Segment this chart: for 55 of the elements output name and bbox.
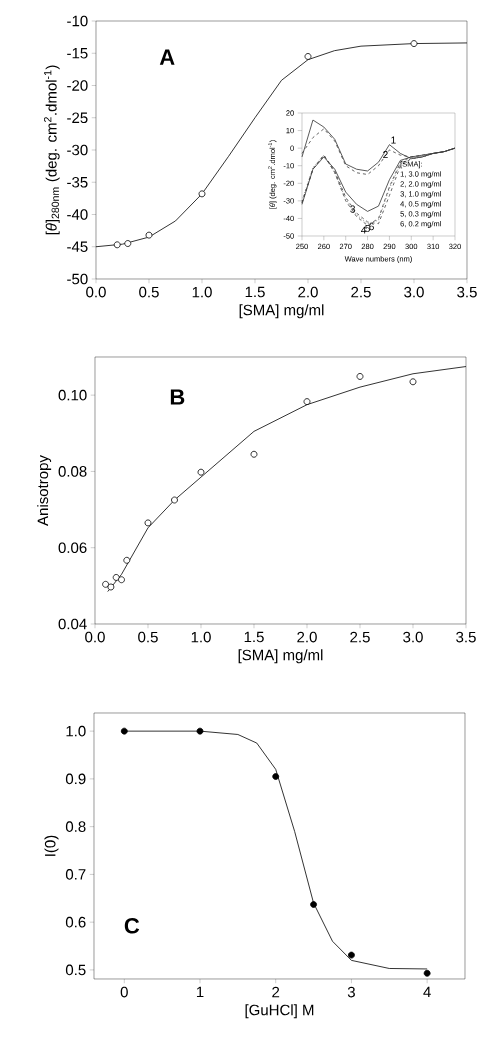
x-tick-label: 1.0 — [192, 286, 212, 298]
x-axis-title: [SMA] mg/ml — [238, 649, 323, 664]
x-tick-label: 2 — [272, 986, 280, 998]
x-tick-label: 0.0 — [86, 286, 106, 298]
annotation: B — [170, 389, 185, 405]
series-label: 3 — [350, 205, 355, 213]
y-tick-label: 0.04 — [58, 618, 87, 630]
y-tick-label: 1.0 — [66, 725, 86, 737]
y-tick-label: 0.06 — [58, 542, 87, 554]
series-label: 1 — [391, 136, 396, 144]
x-tick-label: 2.5 — [350, 631, 370, 643]
y-tick-label: -20 — [67, 80, 88, 91]
y-tick-label: -30 — [67, 144, 88, 156]
y-tick-label: -15 — [67, 48, 88, 59]
x-tick-label: 1 — [196, 986, 204, 998]
y-tick-label: 0.7 — [65, 869, 86, 880]
x-axis-title: [SMA] mg/ml — [239, 304, 324, 319]
x-tick-label: 2.5 — [351, 286, 371, 298]
y-tick-label: -35 — [67, 176, 88, 188]
y-tick-label: 0.08 — [58, 466, 87, 477]
x-tick-label: 0.0 — [85, 631, 105, 643]
y-tick-label: -45 — [67, 241, 88, 252]
y-tick-label: 0.8 — [65, 821, 86, 832]
y-tick-label: 0.10 — [58, 389, 87, 401]
series-label: 6 — [369, 223, 374, 231]
x-tick-label: 0 — [120, 986, 128, 998]
x-tick-label: 4 — [423, 986, 431, 998]
y-tick-label: -40 — [67, 209, 88, 220]
x-tick-label: 1.0 — [191, 631, 211, 643]
x-tick-label: 1.5 — [245, 286, 265, 298]
x-tick-label: 3.0 — [404, 286, 424, 298]
series-label: 2 — [383, 151, 388, 159]
y-tick-label: 0.5 — [65, 964, 86, 976]
y-axis-title: I(0) — [44, 835, 59, 856]
x-tick-label: 3 — [347, 986, 355, 998]
x-tick-label: 3.0 — [403, 631, 423, 643]
x-tick-label: 0.5 — [138, 631, 158, 643]
annotation: A — [159, 49, 175, 65]
annotation: C — [124, 917, 140, 934]
x-tick-label: 2.0 — [298, 286, 318, 298]
x-tick-label: 3.5 — [456, 631, 476, 643]
series-label: 5 — [365, 224, 370, 232]
y-tick-label: -25 — [67, 112, 88, 124]
x-tick-label: 3.5 — [457, 286, 477, 298]
x-axis-title: [GuHCl] M — [245, 1004, 314, 1019]
x-tick-label: 1.5 — [244, 631, 264, 643]
y-axis-title: Anisotropy — [37, 455, 52, 526]
y-tick-label: 0.9 — [65, 773, 86, 785]
x-tick-label: 0.5 — [139, 286, 159, 298]
series-label: 4 — [361, 226, 367, 234]
text: [θ]$_{280nm}$ (deg. cm$^{2}$.dmol$^{-1}$) — [43, 65, 60, 235]
y-tick-label: -50 — [67, 273, 88, 285]
x-tick-label: 2.0 — [297, 631, 317, 643]
y-tick-label: 0.6 — [65, 916, 86, 928]
y-tick-label: -10 — [67, 15, 88, 27]
